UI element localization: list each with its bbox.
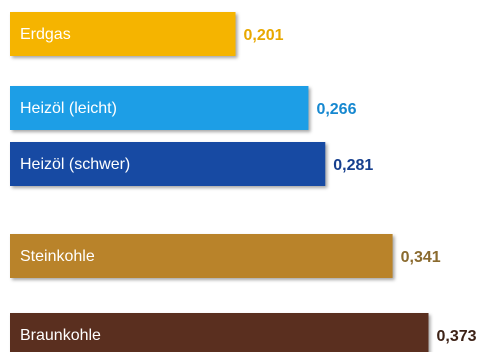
value-label-steinkohle: 0,341 (401, 249, 441, 266)
bar-heizoel-leicht (10, 86, 309, 130)
bar-heizoel-schwer (10, 142, 326, 186)
bar-braunkohle (10, 313, 429, 352)
category-label-steinkohle: Steinkohle (20, 248, 95, 265)
category-label-heizoel-schwer: Heizöl (schwer) (20, 156, 130, 173)
bar-erdgas (10, 12, 236, 56)
value-label-erdgas: 0,201 (244, 27, 284, 44)
value-label-heizoel-schwer: 0,281 (333, 157, 373, 174)
bar-steinkohle (10, 234, 393, 278)
value-label-heizoel-leicht: 0,266 (316, 101, 356, 118)
category-label-erdgas: Erdgas (20, 26, 71, 43)
value-label-braunkohle: 0,373 (437, 328, 477, 345)
category-label-braunkohle: Braunkohle (20, 327, 101, 344)
category-label-heizoel-leicht: Heizöl (leicht) (20, 100, 117, 117)
